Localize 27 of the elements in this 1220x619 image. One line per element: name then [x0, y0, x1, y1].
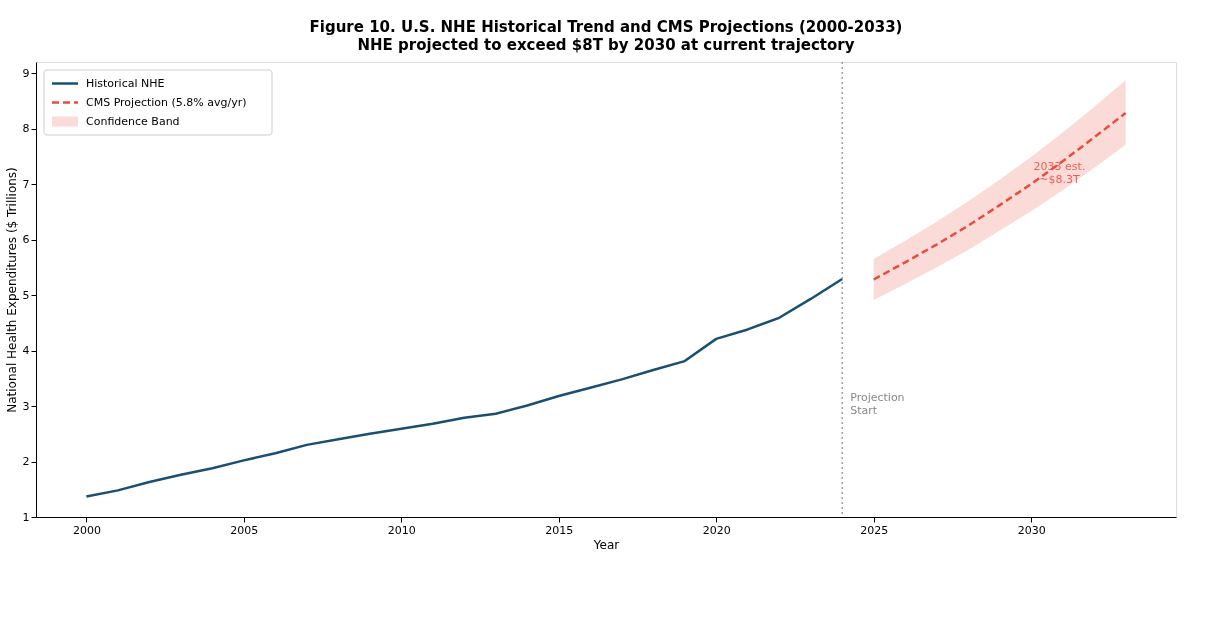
- x-tick-label: 2000: [72, 523, 101, 537]
- x-tick-label: 2030: [1017, 523, 1046, 537]
- y-tick-label: 1: [22, 510, 30, 524]
- line-series: [872, 111, 1127, 281]
- annotation: 2033 est. ~$8.3T: [1033, 160, 1086, 187]
- y-tick-label: 7: [22, 177, 30, 191]
- x-tick-label: 2015: [545, 523, 574, 537]
- x-tick-label: 2020: [702, 523, 731, 537]
- line-series: [85, 277, 844, 498]
- y-tick-label: 9: [22, 66, 30, 80]
- y-tick-label: 4: [22, 344, 30, 358]
- ref-line-label: Projection Start: [850, 390, 905, 417]
- y-tick-label: 5: [22, 288, 30, 302]
- annotation: Confidence Band: [86, 114, 180, 128]
- x-tick-label: 2010: [387, 523, 416, 537]
- y-tick-label: 2: [22, 455, 30, 469]
- x-tick-label: 2005: [230, 523, 259, 537]
- legend-label: Historical NHE: [86, 76, 165, 90]
- x-axis-title: Year: [592, 537, 620, 552]
- chart-title: Figure 10. U.S. NHE Historical Trend and CMS Projections (2000-2033): [309, 18, 903, 37]
- x-tick-label: 2025: [860, 523, 889, 537]
- y-tick-label: 3: [22, 399, 30, 413]
- y-tick-label: 8: [22, 122, 30, 136]
- legend-label: CMS Projection (5.8% avg/yr): [86, 95, 247, 109]
- y-tick-label: 6: [22, 233, 30, 247]
- y-axis-title: National Health Expenditures ($ Trillions): [4, 167, 19, 413]
- chart-subtitle: NHE projected to exceed $8T by 2030 at current trajectory: [357, 36, 855, 55]
